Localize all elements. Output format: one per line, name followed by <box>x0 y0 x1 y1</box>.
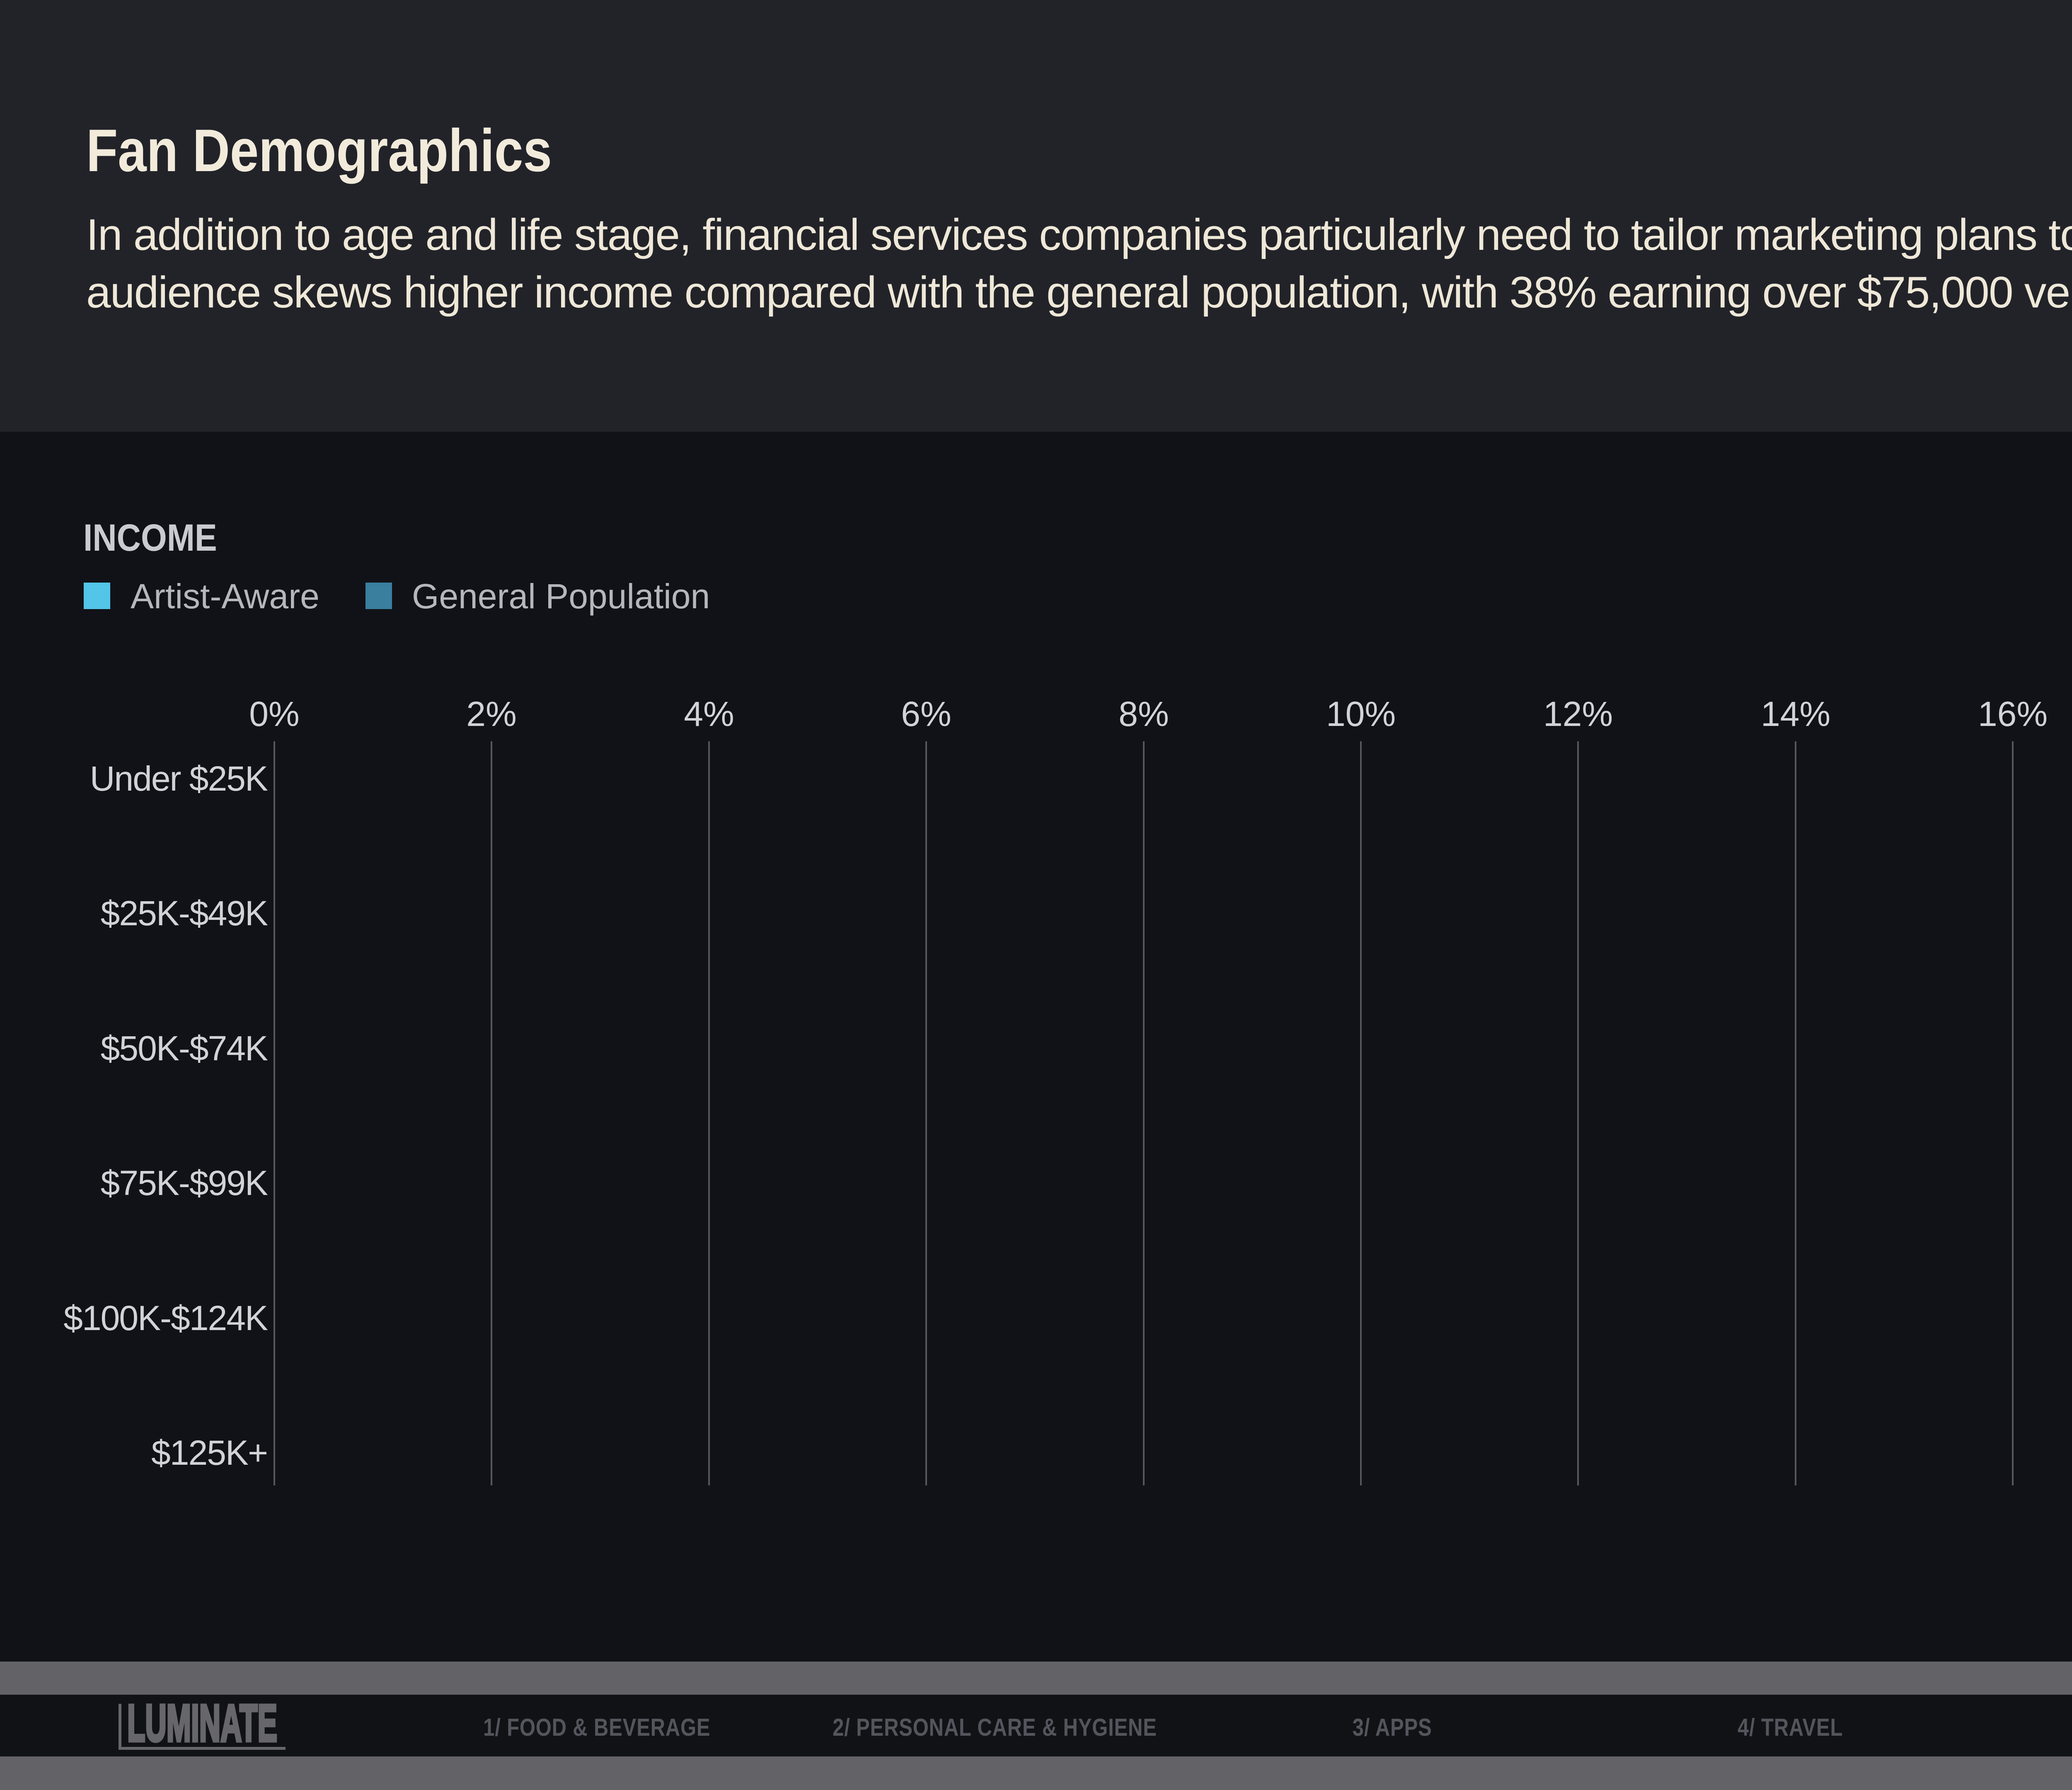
svg-text:LUMINATE: LUMINATE <box>127 1695 277 1752</box>
